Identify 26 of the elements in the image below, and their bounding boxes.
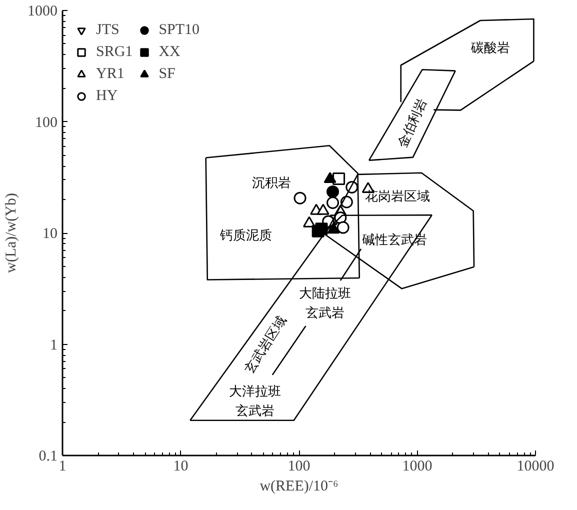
legend-label: SPT10 (158, 22, 200, 38)
y-tick-label: 10 (42, 226, 58, 242)
x-tick-label: 10 (173, 458, 188, 474)
annotation: 碳酸岩 (470, 41, 510, 56)
x-tick-label: 1000 (402, 458, 432, 474)
annotation: 大洋拉班玄武岩 (229, 384, 282, 420)
legend-label: SRG1 (96, 44, 133, 60)
legend-label: SF (158, 66, 176, 82)
annotation: 金伯利岩 (395, 96, 430, 150)
y-axis-title: w(La)/w(Yb) (4, 193, 20, 273)
x-tick-label: 10000 (516, 458, 554, 474)
legend-label: XX (158, 44, 180, 60)
y-tick-label: 0.1 (38, 448, 58, 464)
annotation: 大陆拉班玄武岩 (299, 286, 352, 321)
annotation: 玄武岩区域 (241, 313, 290, 377)
annotation: 钙质泥质 (219, 228, 272, 244)
x-axis-title: w(REE)/10⁻⁶ (260, 478, 338, 494)
legend-label: YR1 (96, 66, 124, 82)
y-tick-label: 1000 (28, 4, 58, 20)
annotation: 碱性玄武岩 (362, 232, 427, 248)
x-tick-label: 100 (288, 458, 310, 474)
legend-label: JTS (96, 22, 120, 38)
legend-label: HY (96, 88, 118, 104)
annotation: 沉积岩 (252, 176, 291, 191)
y-tick-label: 1 (50, 337, 58, 354)
y-tick-label: 100 (35, 114, 58, 131)
